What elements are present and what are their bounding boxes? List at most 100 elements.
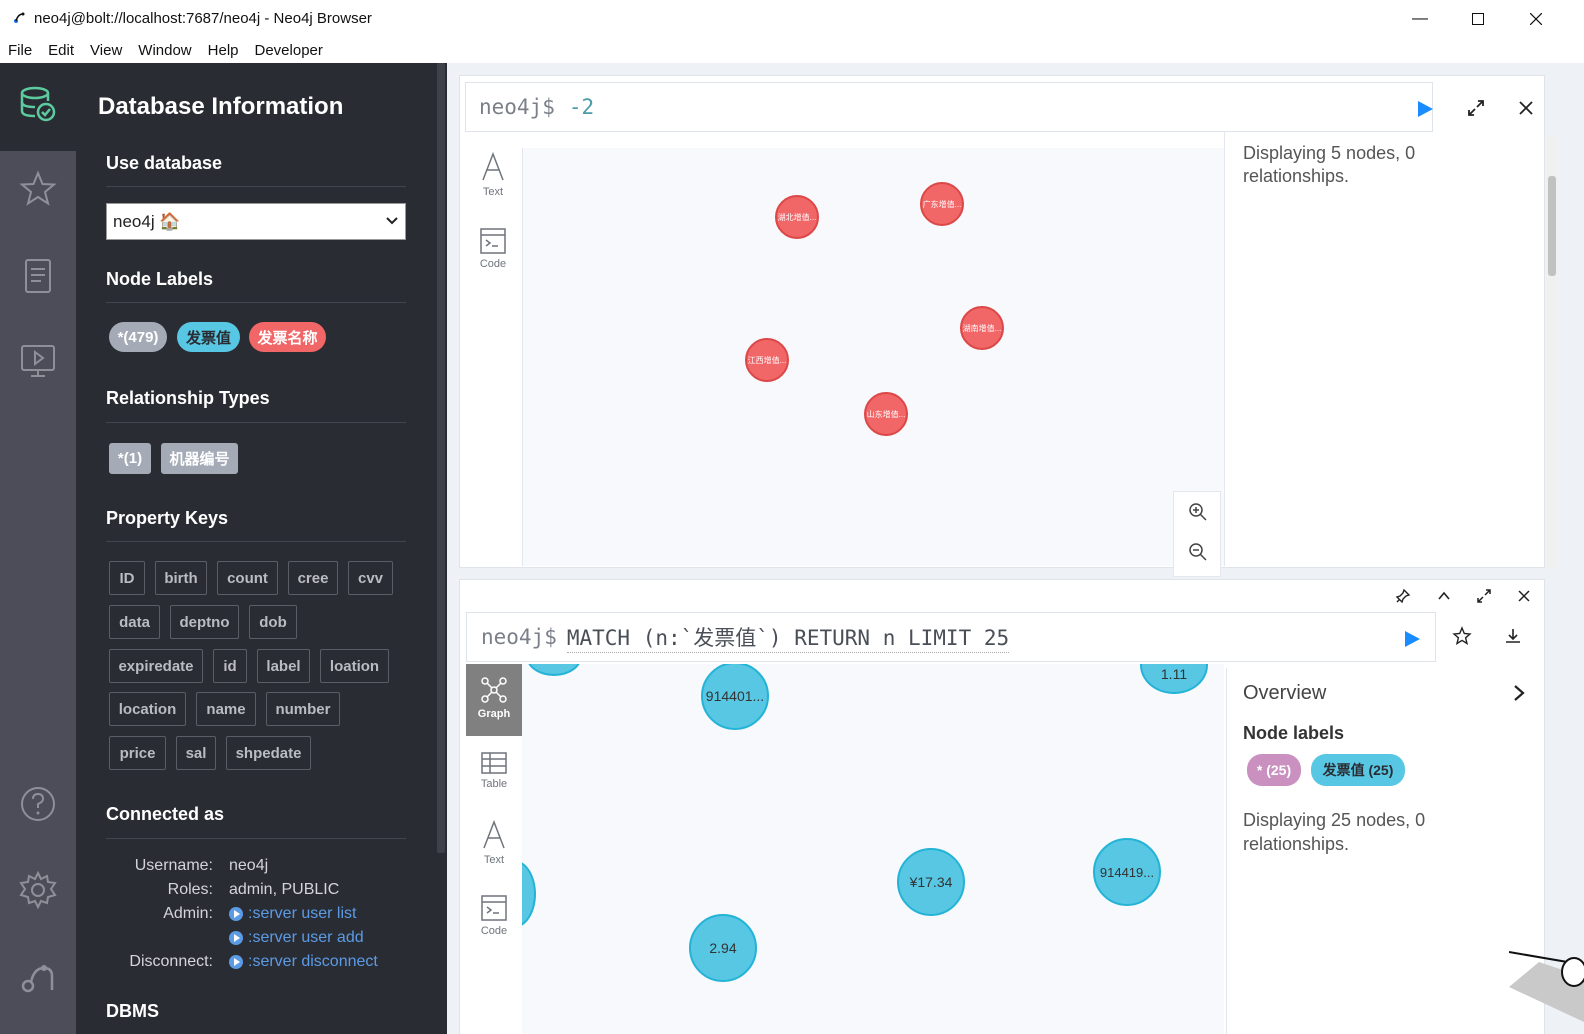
property-key[interactable]: id (213, 649, 247, 683)
drawer-scrollbar[interactable] (435, 63, 447, 853)
property-key[interactable]: dob (249, 605, 297, 639)
server-user-list-link[interactable]: :server user list (229, 905, 356, 923)
play-circle-icon (229, 955, 243, 969)
frame1-scrollbar[interactable] (1546, 136, 1558, 569)
menu-file[interactable]: File (8, 42, 33, 59)
menu-window[interactable]: Window (138, 42, 192, 59)
server-user-add-link[interactable]: :server user add (229, 929, 364, 947)
about-nav[interactable] (18, 956, 58, 996)
maximize-icon (1472, 13, 1484, 25)
overview-label-fapiaozhi[interactable]: 发票值 (25) (1311, 754, 1405, 786)
menu-help[interactable]: Help (207, 42, 239, 59)
pin-icon[interactable] (1395, 588, 1411, 604)
frame2-editor[interactable]: neo4j$ MATCH (n:`发票值`) RETURN n LIMIT 25 (466, 612, 1436, 662)
node-label-fapiaozhi[interactable]: 发票值 (177, 322, 240, 352)
property-key[interactable]: deptno (170, 605, 239, 639)
frame2-tab-graph[interactable]: Graph (466, 664, 522, 736)
help-nav[interactable] (18, 784, 58, 824)
close-window-button[interactable] (1507, 0, 1565, 38)
property-key[interactable]: location (109, 692, 186, 726)
frame2-tab-code[interactable]: Code (466, 895, 522, 937)
frame2-tab-text[interactable]: Text (466, 820, 522, 866)
run-query-icon[interactable] (1402, 629, 1422, 649)
property-key[interactable]: count (217, 561, 278, 595)
graph-node[interactable]: 江西增值... (745, 338, 789, 382)
text-icon (483, 820, 505, 849)
menu-edit[interactable]: Edit (48, 42, 75, 59)
frame1-tab-code[interactable]: Code (465, 228, 521, 270)
graph-node-partial[interactable] (522, 860, 536, 928)
node-label-all[interactable]: *(479) (109, 322, 167, 352)
documents-nav[interactable] (18, 256, 58, 296)
frame2-graph-canvas[interactable]: 914401... 1.11 ¥17.34 914419... 2.94 (522, 664, 1224, 1034)
graph-node-partial[interactable]: 1.11 (1140, 664, 1208, 694)
minimize-button[interactable]: — (1391, 0, 1449, 38)
property-key[interactable]: loation (320, 649, 389, 683)
settings-nav[interactable] (18, 870, 58, 910)
graph-node-partial[interactable] (526, 664, 582, 676)
close-icon (1530, 13, 1542, 25)
frame1-graph-canvas[interactable]: 湖北增值... 广东增值... 湖南增值... 江西增值... 山东增值... (522, 148, 1224, 577)
menu-developer[interactable]: Developer (254, 42, 323, 59)
graph-node[interactable]: 湖南增值... (960, 306, 1004, 350)
property-key[interactable]: cree (288, 561, 338, 595)
close-frame-icon[interactable] (1516, 98, 1536, 118)
download-icon[interactable] (1503, 626, 1523, 646)
connected-as-heading: Connected as (106, 804, 225, 824)
property-key[interactable]: name (196, 692, 256, 726)
frame2-tab-table[interactable]: Table (466, 752, 522, 790)
overview-label-all[interactable]: * (25) (1247, 754, 1301, 786)
zoom-in-icon[interactable] (1188, 502, 1208, 522)
frame1-info-panel: Displaying 5 nodes, 0 relationships. (1224, 132, 1544, 566)
database-select[interactable]: neo4j 🏠 (106, 203, 406, 240)
database-icon (20, 86, 56, 122)
frame1-tab-text[interactable]: Text (465, 152, 521, 198)
property-key[interactable]: number (266, 692, 340, 726)
graph-node[interactable]: ¥17.34 (897, 848, 965, 916)
graph-node[interactable]: 广东增值... (920, 182, 964, 226)
drawer-title: Database Information (98, 93, 344, 120)
favorites-nav[interactable] (18, 169, 58, 209)
chevron-right-icon[interactable] (1512, 684, 1526, 702)
graph-node[interactable]: 914401... (701, 664, 769, 730)
admin-label: Admin: (163, 905, 213, 922)
frame1-editor[interactable]: neo4j$ -2 (465, 82, 1433, 132)
node-label-fapiaomingcheng[interactable]: 发票名称 (249, 322, 326, 352)
database-nav[interactable] (0, 63, 76, 151)
main-stream: neo4j$ -2 Text Code 湖北增值... 广东增值... 湖南增值… (447, 63, 1584, 1034)
menu-view[interactable]: View (90, 42, 123, 59)
zoom-out-icon[interactable] (1188, 542, 1208, 562)
property-key[interactable]: sal (176, 736, 216, 770)
property-keys-heading: Property Keys (106, 508, 229, 528)
property-key[interactable]: shpedate (226, 736, 311, 770)
relationship-type-jiqibianhao[interactable]: 机器编号 (161, 443, 238, 474)
title-bar: neo4j@bolt://localhost:7687/neo4j - Neo4… (0, 0, 1584, 38)
property-key[interactable]: label (257, 649, 310, 683)
maximize-button[interactable] (1449, 0, 1507, 38)
property-key[interactable]: expiredate (109, 649, 203, 683)
icon-rail (0, 63, 76, 1034)
graph-node[interactable]: 914419... (1093, 838, 1161, 906)
property-key[interactable]: cvv (348, 561, 393, 595)
property-key[interactable]: data (109, 605, 160, 639)
fullscreen-icon[interactable] (1466, 98, 1486, 118)
frame2-query[interactable]: MATCH (n:`发票值`) RETURN n LIMIT 25 (566, 622, 1010, 653)
code-icon (481, 895, 507, 921)
roles-label: Roles: (167, 881, 213, 898)
graph-node[interactable]: 2.94 (689, 914, 757, 982)
run-query-icon[interactable] (1415, 99, 1435, 119)
property-key[interactable]: price (109, 736, 166, 770)
property-key[interactable]: ID (109, 561, 145, 595)
close-frame-icon[interactable] (1516, 588, 1532, 604)
graph-node[interactable]: 山东增值... (864, 392, 908, 436)
guides-nav[interactable] (18, 341, 58, 381)
property-key[interactable]: birth (155, 561, 207, 595)
server-disconnect-link[interactable]: :server disconnect (229, 953, 378, 971)
fullscreen-icon[interactable] (1476, 588, 1492, 604)
favorite-star-icon[interactable] (1452, 626, 1472, 646)
neo4j-logo-icon (21, 965, 54, 993)
frame1-query[interactable]: -2 (568, 95, 595, 119)
relationship-type-all[interactable]: *(1) (109, 443, 151, 474)
graph-node[interactable]: 湖北增值... (775, 195, 819, 239)
collapse-icon[interactable] (1436, 588, 1452, 604)
